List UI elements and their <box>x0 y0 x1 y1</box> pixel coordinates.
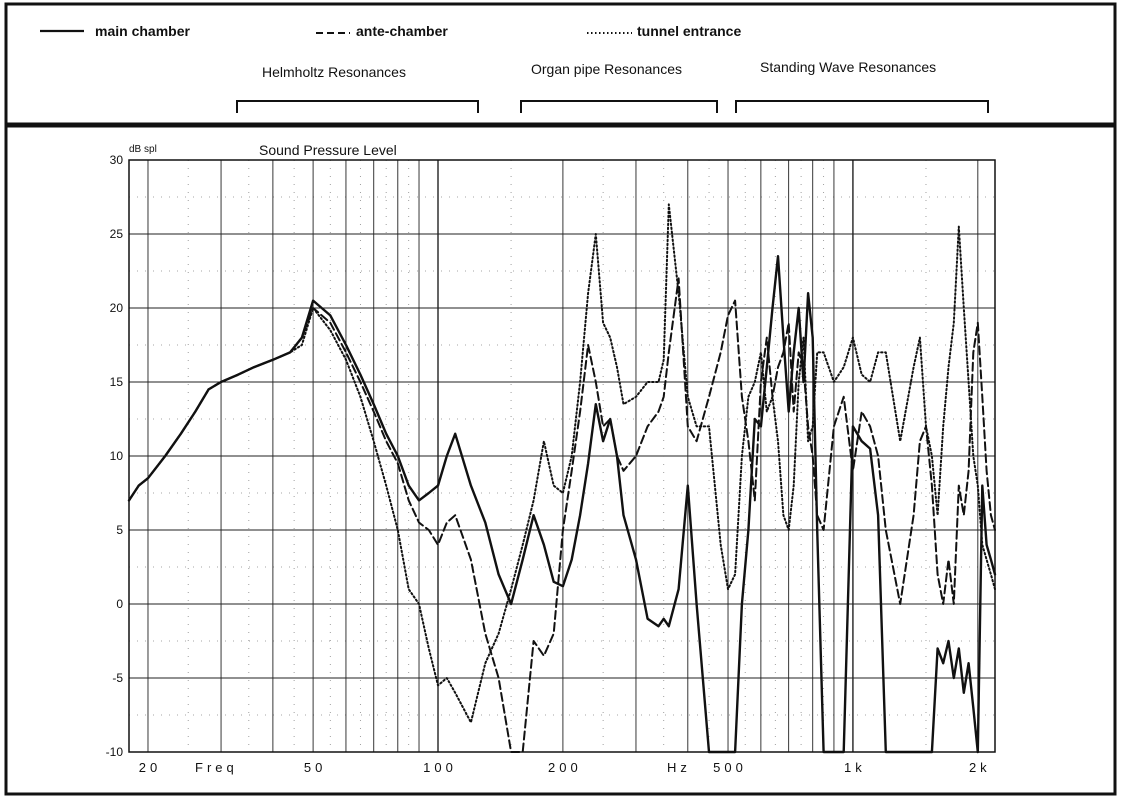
x-tick-label: 50 <box>304 760 326 775</box>
band-bracket-helmholtz <box>236 100 479 113</box>
y-tick-label: 5 <box>116 523 123 537</box>
y-tick-label: 20 <box>110 301 124 315</box>
y-tick-label: 30 <box>110 153 124 167</box>
x-tick-label: 200 <box>548 760 582 775</box>
band-label-organ-pipe: Organ pipe Resonances <box>531 61 682 77</box>
x-tick-label: 1k <box>844 760 866 775</box>
series-line-tunnel-entrance <box>128 203 996 724</box>
x-tick-label: 20 <box>139 760 161 775</box>
y-tick-label: 25 <box>110 227 124 241</box>
y-tick-label: 10 <box>110 449 124 463</box>
legend-label-tunnel-entrance: tunnel entrance <box>637 23 741 39</box>
y-tick-label: 15 <box>110 375 124 389</box>
y-axis-unit: dB spl <box>129 144 157 155</box>
plot-area-border <box>128 159 996 753</box>
x-tick-label: 2k <box>969 760 991 775</box>
x-axis-label-freq: Freq <box>195 760 238 775</box>
band-bracket-organ-pipe <box>520 100 718 113</box>
legend-label-main-chamber: main chamber <box>95 23 190 39</box>
legend-label-ante-chamber: ante-chamber <box>356 23 448 39</box>
x-axis-label-hz: Hz <box>667 760 691 775</box>
x-tick-label: 500 <box>713 760 747 775</box>
resonance-bands: Helmholtz Resonances Organ pipe Resonanc… <box>236 59 989 113</box>
band-label-helmholtz: Helmholtz Resonances <box>262 64 406 80</box>
figure-frame <box>4 2 1117 796</box>
band-bracket-standing-wave <box>735 100 989 113</box>
y-tick-label: 0 <box>116 597 123 611</box>
y-tick-label: -5 <box>112 671 123 685</box>
x-tick-label: 100 <box>423 760 457 775</box>
y-tick-label: -10 <box>106 745 124 759</box>
legend: main chamber ante-chamber tunnel entranc… <box>40 23 741 39</box>
chart-title: Sound Pressure Level <box>259 142 397 158</box>
series-line-ante-chamber <box>128 277 996 753</box>
band-label-standing-wave: Standing Wave Resonances <box>760 59 936 75</box>
